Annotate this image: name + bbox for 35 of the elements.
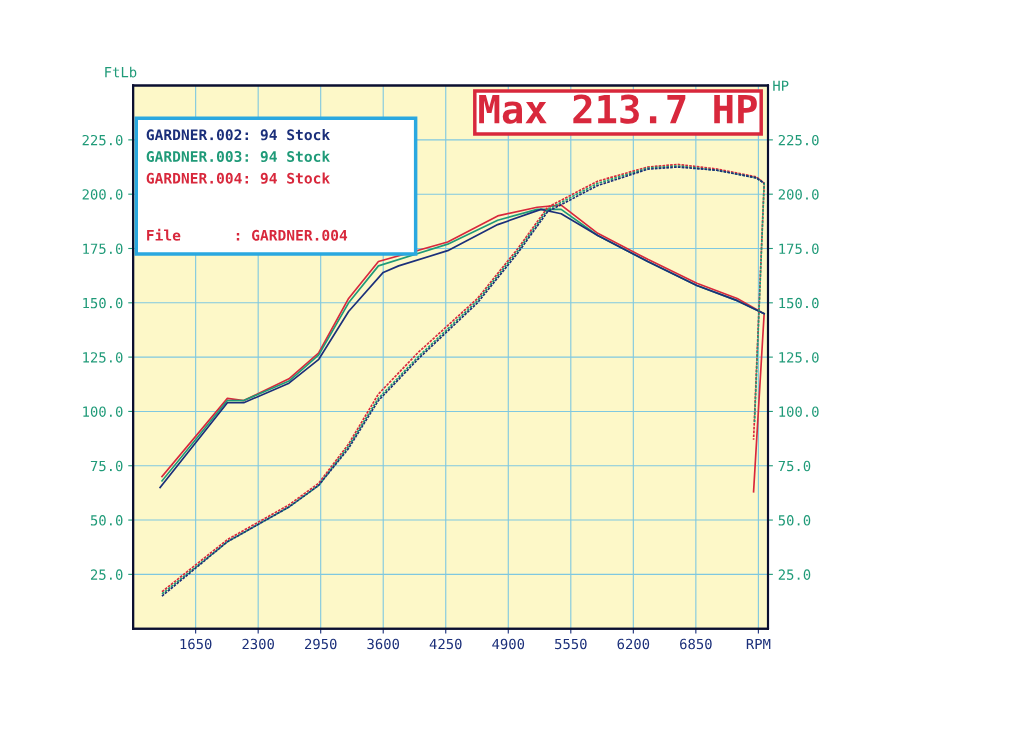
- y2-tick-label: 75.0: [778, 460, 811, 472]
- y2-axis-title: HP: [773, 80, 789, 91]
- y-tick-label: 150.0: [83, 297, 123, 309]
- annotation: File : GARDNER.004: [147, 228, 348, 241]
- y2-tick-label: 100.0: [779, 406, 819, 417]
- y2-tick-label: 50.0: [778, 515, 811, 526]
- x-tick-label: 6200: [617, 638, 650, 650]
- y-tick-label: 175.0: [83, 243, 123, 255]
- y-tick-label: 225.0: [82, 134, 123, 146]
- y-tick-label: 125.0: [83, 352, 123, 363]
- y-tick-label: 75.0: [90, 460, 123, 472]
- x-tick-label: RPM: [746, 638, 771, 650]
- y-tick-label: 50.0: [90, 515, 123, 526]
- y2-tick-label: 125.0: [779, 352, 819, 363]
- y2-tick-label: 25.0: [778, 569, 811, 580]
- x-tick-label: 2300: [242, 638, 274, 650]
- x-tick-label: 5550: [555, 638, 587, 650]
- x-tick-label: 3600: [367, 638, 400, 650]
- y-axis-title: FtLb: [105, 66, 137, 78]
- y2-tick-label: 225.0: [778, 134, 819, 146]
- y2-tick-label: 150.0: [779, 297, 819, 309]
- x-tick-label: 1650: [180, 638, 212, 650]
- x-tick-label: 6850: [680, 638, 712, 650]
- y2-tick-label: 200.0: [778, 189, 819, 200]
- chart-title: Max 213.7 HP: [479, 94, 757, 124]
- y2-tick-label: 175.0: [779, 243, 819, 255]
- text: GARDNER.003: 94 Stock: [146, 150, 330, 163]
- x-tick-label: 4900: [492, 638, 525, 650]
- y-tick-label: 25.0: [90, 569, 123, 580]
- y-tick-label: 200.0: [82, 189, 123, 200]
- text: GARDNER.004: 94 Stock: [146, 172, 330, 184]
- text: GARDNER.002: 94 Stock: [146, 129, 330, 141]
- x-tick-label: 4250: [429, 638, 462, 650]
- y-tick-label: 100.0: [83, 406, 123, 417]
- x-tick-label: 2950: [305, 638, 337, 650]
